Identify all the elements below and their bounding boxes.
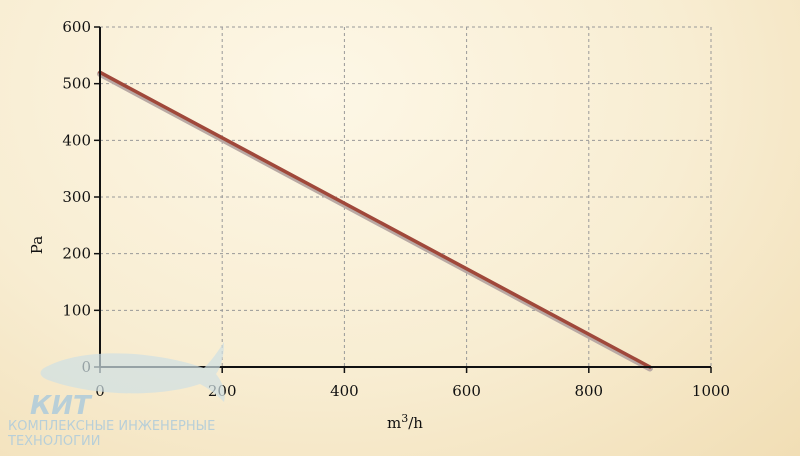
x-tick-label: 600: [452, 382, 481, 400]
y-tick-label: 500: [62, 75, 91, 93]
series-group: [97, 70, 653, 372]
y-tick-label: 400: [62, 131, 91, 149]
watermark-logo: КИТ КОМПЛЕКСНЫЕ ИНЖЕНЕРНЫЕ ТЕХНОЛОГИИ: [8, 342, 225, 449]
series-line-0: [98, 70, 652, 369]
watermark-line2: ТЕХНОЛОГИИ: [8, 434, 100, 449]
x-tick-label: 800: [574, 382, 603, 400]
watermark-brand: КИТ: [30, 391, 93, 421]
x-tick-label: 400: [330, 382, 359, 400]
y-tick-label: 600: [62, 18, 91, 36]
y-tick-label: 100: [62, 301, 91, 319]
x-tick-label: 1000: [692, 382, 730, 400]
y-axis-label: Pa: [28, 236, 46, 254]
y-tick-label: 200: [62, 245, 91, 263]
y-tick-label: 300: [62, 188, 91, 206]
x-axis-label: m3/h: [387, 412, 423, 432]
fish-icon: [40, 342, 225, 402]
watermark-line1: КОМПЛЕКСНЫЕ ИНЖЕНЕРНЫЕ: [8, 419, 215, 434]
grid: [100, 26, 712, 367]
